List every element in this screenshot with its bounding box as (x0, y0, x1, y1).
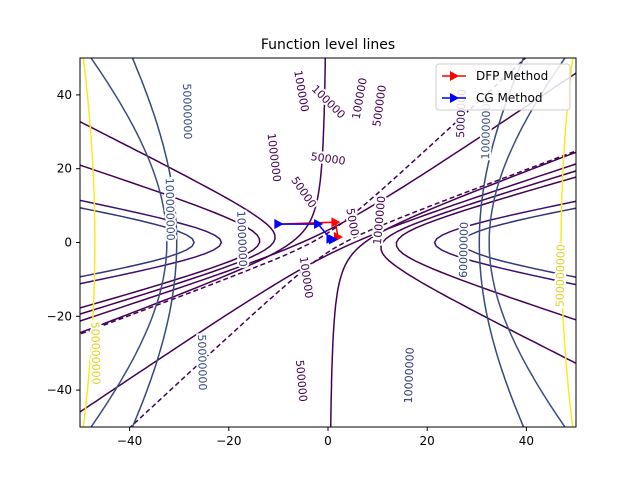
contour-line-500000000-left (82, 58, 96, 427)
contour-line-100000-left (80, 58, 327, 334)
contour-label-6: 100000 (350, 77, 370, 121)
contour-label-18: 100000000 (479, 96, 493, 159)
x-tick-label-1: −20 (216, 434, 241, 448)
y-tick-label-0: −40 (47, 383, 72, 397)
series-line-1 (278, 223, 334, 241)
x-tick-label-2: 0 (324, 434, 332, 448)
y-tick-label-1: −20 (47, 309, 72, 323)
contour-label-13: 10000000 (402, 347, 417, 403)
contour-line-1000000-left (80, 164, 261, 309)
contour-line-100000000-right (488, 58, 566, 427)
legend-marker-1 (450, 93, 459, 103)
chart-title: Function level lines (261, 37, 395, 53)
series-marker-1-1 (314, 219, 324, 230)
contour-line-50000-right (80, 163, 576, 413)
x-axis-ticks: −40 −20 0 20 40 (117, 427, 534, 448)
contour-line-50000000-left (131, 58, 178, 427)
optimization-paths (274, 217, 343, 245)
contour-label-1: 50000 (310, 150, 346, 168)
contour-line-500000000-right (560, 58, 574, 427)
contour-label-10: 1000000 (371, 195, 388, 245)
contour-line-5000000-right (433, 200, 576, 286)
contour-label-8: 500000 (293, 359, 310, 402)
legend-label-1: CG Method (476, 91, 543, 105)
contour-label-0: 5000 (343, 207, 361, 237)
contour-label-12: 10000000 (234, 211, 249, 267)
contour-label-17: 100000000 (163, 178, 177, 241)
series-marker-1-0 (274, 219, 284, 230)
contour-label-20: 500000000 (554, 244, 568, 307)
contour-label-4: 100000 (309, 82, 348, 121)
contour-line-100000-right (329, 151, 576, 427)
contour-line-50000000-right (478, 58, 525, 427)
contour-label-15: 50000000 (195, 334, 209, 390)
x-tick-label-3: 20 (420, 434, 435, 448)
y-tick-label-2: 0 (64, 236, 72, 250)
contour-label-19: 500000000 (88, 322, 102, 385)
x-tick-label-0: −40 (117, 434, 142, 448)
contour-line-500000-left (80, 120, 276, 315)
y-tick-label-3: 20 (57, 162, 72, 176)
contour-line-500000-right (380, 170, 576, 365)
series-marker-1-3 (328, 234, 338, 245)
y-axis-ticks: −40 −20 0 20 40 (47, 88, 80, 397)
contour-label-2: 50000 (288, 174, 319, 210)
y-tick-label-4: 40 (57, 88, 72, 102)
contour-lines (80, 58, 576, 427)
contour-label-16: 60000000 (457, 222, 471, 278)
contour-line-10000000-left (80, 207, 195, 278)
contour-label-7: 500000 (370, 84, 389, 127)
contour-line-10000000-right (461, 207, 576, 278)
contour-label-14: 50000000 (180, 83, 194, 139)
contour-line-50000-left (80, 72, 576, 322)
contour-line-100000000-left (90, 58, 168, 427)
legend-box (435, 63, 571, 111)
contour-label-3: 100000 (291, 69, 311, 113)
series-marker-0-1 (331, 217, 341, 228)
contour-line-1000000-right (395, 176, 576, 321)
legend-label-0: DFP Method (476, 69, 548, 83)
legend-marker-0 (450, 71, 459, 81)
legend: DFP Method CG Method (435, 63, 571, 111)
x-tick-label-4: 40 (519, 434, 534, 448)
contour-label-9: 1000000 (264, 132, 283, 182)
contour-line-5000000-left (80, 199, 223, 285)
